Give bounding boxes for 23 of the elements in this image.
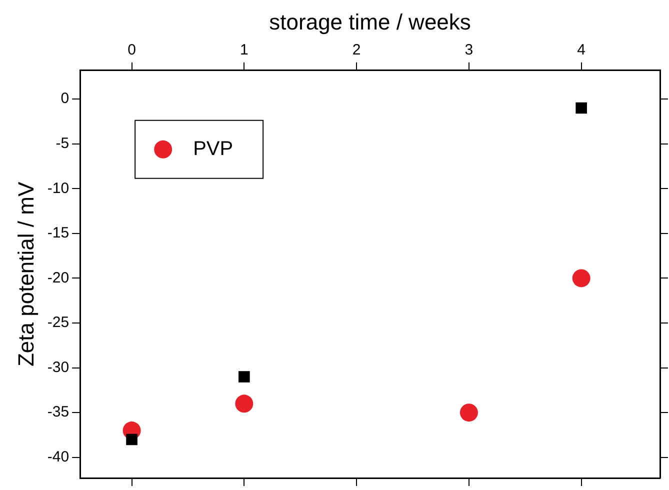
y-tick-label: -10 <box>47 180 70 197</box>
point <box>576 102 587 114</box>
legend-label: PVP <box>193 138 234 160</box>
y-tick-label: -20 <box>47 269 70 286</box>
y-tick-label: -5 <box>56 135 70 152</box>
y-tick-label: 0 <box>60 90 70 108</box>
y-tick-label: -25 <box>47 314 70 332</box>
x-tick-label: 2 <box>352 42 361 59</box>
x-tick-label: 4 <box>577 42 586 59</box>
point <box>126 434 138 446</box>
x-tick-label: 3 <box>464 42 474 59</box>
y-tick-label: -30 <box>47 358 70 376</box>
y-axis-title: Zeta potential / mV <box>13 182 38 367</box>
point <box>238 371 250 382</box>
x-tick-label: 1 <box>240 42 248 59</box>
y-tick-label: -35 <box>47 404 70 421</box>
point <box>235 394 254 413</box>
x-tick-label: 0 <box>128 42 136 59</box>
y-tick-label: -15 <box>47 224 70 242</box>
point <box>572 269 590 288</box>
y-tick-label: -40 <box>47 448 70 466</box>
x-axis-title: storage time / weeks <box>269 9 471 34</box>
point <box>460 404 478 422</box>
